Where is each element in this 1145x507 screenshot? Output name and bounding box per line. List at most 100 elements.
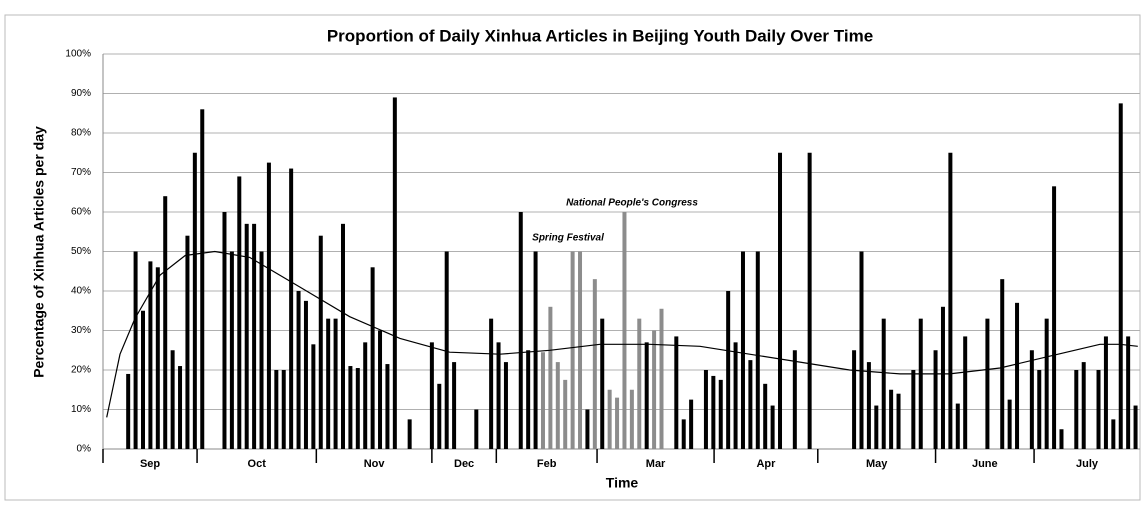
bar xyxy=(363,342,368,449)
bar xyxy=(548,306,553,449)
month-label: Sep xyxy=(140,458,160,470)
bar xyxy=(229,251,234,449)
bar xyxy=(733,342,738,449)
bar xyxy=(259,251,264,449)
bar xyxy=(585,409,590,449)
bar xyxy=(533,251,538,449)
bar xyxy=(333,318,338,449)
bar xyxy=(318,235,323,449)
bar xyxy=(674,336,679,449)
bar xyxy=(689,399,694,449)
bar xyxy=(681,419,686,449)
y-tick-label: 50% xyxy=(71,246,91,257)
bar xyxy=(452,362,457,449)
month-label: Nov xyxy=(364,458,386,470)
bar xyxy=(963,336,968,449)
month-label: Dec xyxy=(454,458,474,470)
bar xyxy=(874,405,879,449)
bar xyxy=(274,370,279,449)
bar xyxy=(711,375,716,449)
bar xyxy=(1074,370,1079,449)
bar xyxy=(503,362,508,449)
bar xyxy=(266,162,271,449)
y-tick-label: 100% xyxy=(65,49,91,60)
annotation: National People's Congress xyxy=(566,198,698,209)
bar xyxy=(385,364,390,449)
month-label: Oct xyxy=(248,458,267,470)
bar xyxy=(1103,336,1108,449)
bar xyxy=(355,368,360,449)
bar xyxy=(444,251,449,449)
bar xyxy=(940,306,945,449)
bar xyxy=(652,330,657,449)
bar xyxy=(222,212,227,449)
bar xyxy=(763,383,768,449)
bar xyxy=(437,383,442,449)
bar xyxy=(881,318,886,449)
bar xyxy=(607,389,612,449)
x-axis-label: Time xyxy=(606,475,639,491)
month-label: June xyxy=(972,458,998,470)
bar xyxy=(659,308,664,449)
y-axis-label: Percentage of Xinhua Articles per day xyxy=(31,126,47,378)
bar xyxy=(859,251,864,449)
bar xyxy=(429,342,434,449)
bar xyxy=(289,168,294,450)
bar xyxy=(563,379,568,449)
bar xyxy=(600,318,605,449)
bar xyxy=(852,350,857,449)
month-label: Apr xyxy=(756,458,776,470)
bar xyxy=(1111,419,1116,449)
bar xyxy=(1052,186,1057,449)
trend-line xyxy=(106,250,1138,418)
bar xyxy=(555,362,560,449)
bar xyxy=(200,109,205,450)
bar xyxy=(281,370,286,449)
bar xyxy=(570,251,575,449)
month-label: Mar xyxy=(646,458,666,470)
bar xyxy=(378,330,383,449)
bar xyxy=(1000,279,1005,449)
bar xyxy=(911,370,916,449)
bar xyxy=(185,235,190,449)
bar xyxy=(237,176,242,449)
bar xyxy=(296,291,301,449)
bar xyxy=(1059,429,1064,449)
bar xyxy=(1037,370,1042,449)
bar xyxy=(474,409,479,449)
bar xyxy=(918,318,923,449)
bar xyxy=(1081,362,1086,449)
bar xyxy=(985,318,990,449)
bar xyxy=(311,344,316,449)
bar xyxy=(792,350,797,449)
bar xyxy=(933,350,938,449)
bar xyxy=(1044,318,1049,449)
bar xyxy=(348,366,353,449)
bar xyxy=(148,261,153,449)
bar xyxy=(703,370,708,449)
bar xyxy=(1007,399,1012,449)
bar xyxy=(637,318,642,449)
bar xyxy=(866,362,871,449)
bar xyxy=(948,152,953,449)
bar xyxy=(178,366,183,449)
bar xyxy=(1015,302,1020,449)
bar xyxy=(578,251,583,449)
bar xyxy=(407,419,412,449)
y-tick-label: 60% xyxy=(71,207,91,218)
bar xyxy=(133,251,138,449)
bar xyxy=(622,212,627,449)
bar xyxy=(518,212,523,449)
bar xyxy=(726,291,731,449)
bar xyxy=(718,379,723,449)
y-tick-label: 10% xyxy=(71,404,91,415)
bar xyxy=(778,152,783,449)
bar xyxy=(192,152,197,449)
month-label: May xyxy=(866,458,888,470)
bar xyxy=(526,350,531,449)
bar xyxy=(489,318,494,449)
bar xyxy=(126,373,131,449)
bar xyxy=(303,300,308,449)
bar xyxy=(392,97,397,449)
bar xyxy=(340,223,345,449)
